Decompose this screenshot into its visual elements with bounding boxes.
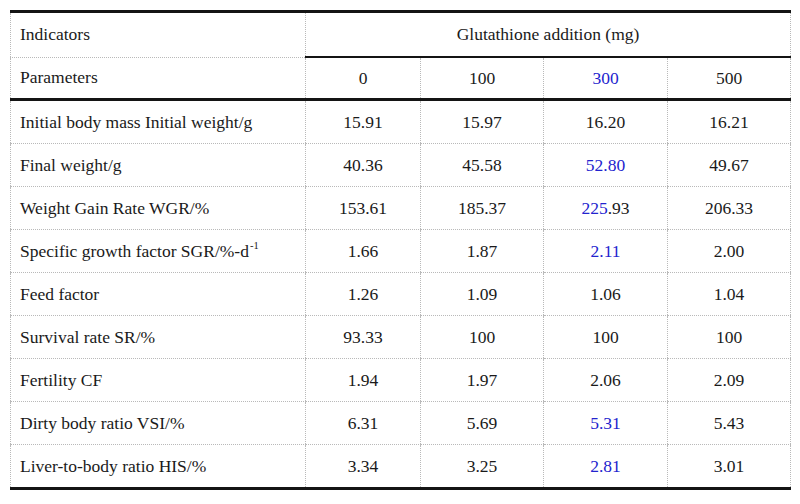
cell-value: 1.09: [421, 273, 544, 316]
value-part: .93: [608, 198, 630, 218]
dose-header-100: 100: [421, 57, 544, 100]
table-row-sgr: Specific growth factor SGR/%-d-1 1.66 1.…: [11, 230, 791, 273]
cell-value: 1.04: [668, 273, 791, 316]
row-label: Liver-to-body ratio HIS/%: [11, 445, 306, 489]
dose-header-0: 0: [306, 57, 421, 100]
dose-header-500: 500: [668, 57, 791, 100]
row-label-superscript: -1: [250, 240, 259, 251]
cell-value: 1.87: [421, 230, 544, 273]
header-row-doses: Parameters 0 100 300 500: [11, 57, 791, 100]
row-label: Weight Gain Rate WGR/%: [11, 187, 306, 230]
cell-value: 45.58: [421, 144, 544, 187]
cell-value: 15.91: [306, 100, 421, 144]
cell-value: 49.67: [668, 144, 791, 187]
table-row-survival-rate: Survival rate SR/% 93.33 100 100 100: [11, 316, 791, 359]
cell-value: 1.66: [306, 230, 421, 273]
cell-value: 3.01: [668, 445, 791, 489]
cell-value: 16.21: [668, 100, 791, 144]
cell-value-split: 225.93: [544, 187, 668, 230]
table-row-feed-factor: Feed factor 1.26 1.09 1.06 1.04: [11, 273, 791, 316]
table-row-his: Liver-to-body ratio HIS/% 3.34 3.25 2.81…: [11, 445, 791, 489]
cell-value: 52.80: [544, 144, 668, 187]
dose-header-300: 300: [544, 57, 668, 100]
table-row-final-weight: Final weight/g 40.36 45.58 52.80 49.67: [11, 144, 791, 187]
cell-value: 5.69: [421, 402, 544, 445]
cell-value: 1.97: [421, 359, 544, 402]
row-label: Feed factor: [11, 273, 306, 316]
cell-value: 2.09: [668, 359, 791, 402]
table-row-vsi: Dirty body ratio VSI/% 6.31 5.69 5.31 5.…: [11, 402, 791, 445]
header-row-group: Indicators Glutathione addition (mg): [11, 12, 791, 58]
cell-value: 153.61: [306, 187, 421, 230]
cell-value: 15.97: [421, 100, 544, 144]
cell-value: 1.06: [544, 273, 668, 316]
parameters-header: Parameters: [11, 57, 306, 100]
cell-value: 2.06: [544, 359, 668, 402]
cell-value: 1.94: [306, 359, 421, 402]
page: Indicators Glutathione addition (mg) Par…: [0, 0, 800, 504]
cell-value: 16.20: [544, 100, 668, 144]
cell-value: 3.25: [421, 445, 544, 489]
row-label: Initial body mass Initial weight/g: [11, 100, 306, 144]
cell-value: 2.81: [544, 445, 668, 489]
cell-value: 1.26: [306, 273, 421, 316]
row-label: Fertility CF: [11, 359, 306, 402]
cell-value: 5.31: [544, 402, 668, 445]
row-label: Specific growth factor SGR/%-d-1: [11, 230, 306, 273]
cell-value: 206.33: [668, 187, 791, 230]
table-row-wgr: Weight Gain Rate WGR/% 153.61 185.37 225…: [11, 187, 791, 230]
cell-value: 3.34: [306, 445, 421, 489]
glutathione-results-table: Indicators Glutathione addition (mg) Par…: [10, 10, 791, 490]
cell-value: 2.11: [544, 230, 668, 273]
value-part: 225: [581, 198, 607, 218]
cell-value: 2.00: [668, 230, 791, 273]
cell-value: 6.31: [306, 402, 421, 445]
indicators-header: Indicators: [11, 12, 306, 58]
cell-value: 93.33: [306, 316, 421, 359]
group-header-glutathione-addition: Glutathione addition (mg): [306, 12, 791, 58]
cell-value: 185.37: [421, 187, 544, 230]
cell-value: 100: [421, 316, 544, 359]
row-label: Survival rate SR/%: [11, 316, 306, 359]
row-label-text: Specific growth factor SGR/%-d: [20, 241, 249, 261]
cell-value: 100: [544, 316, 668, 359]
cell-value: 5.43: [668, 402, 791, 445]
table-row-fertility: Fertility CF 1.94 1.97 2.06 2.09: [11, 359, 791, 402]
table-row-initial-weight: Initial body mass Initial weight/g 15.91…: [11, 100, 791, 144]
row-label: Final weight/g: [11, 144, 306, 187]
row-label: Dirty body ratio VSI/%: [11, 402, 306, 445]
cell-value: 40.36: [306, 144, 421, 187]
cell-value: 100: [668, 316, 791, 359]
